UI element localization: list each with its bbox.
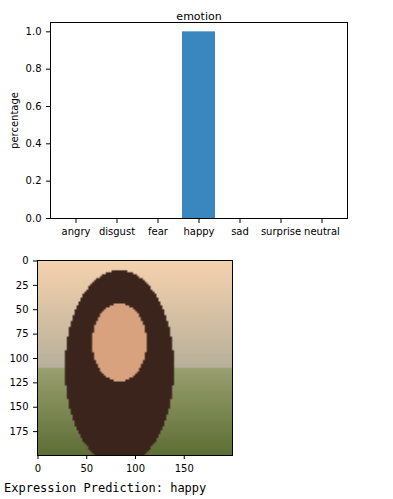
svg-text:emotion: emotion: [176, 10, 221, 23]
svg-text:percentage: percentage: [9, 92, 20, 149]
svg-text:fear: fear: [148, 226, 169, 237]
svg-text:75: 75: [16, 328, 29, 339]
svg-text:happy: happy: [183, 226, 214, 237]
svg-text:0.6: 0.6: [26, 101, 42, 112]
svg-text:0.0: 0.0: [26, 213, 42, 224]
svg-text:50: 50: [80, 463, 93, 474]
svg-text:0.2: 0.2: [26, 175, 42, 186]
svg-text:0: 0: [35, 463, 41, 474]
svg-text:neutral: neutral: [304, 226, 340, 237]
svg-text:150: 150: [9, 401, 28, 412]
svg-text:sad: sad: [231, 226, 249, 237]
svg-text:surprise: surprise: [261, 226, 301, 237]
svg-text:0.4: 0.4: [26, 138, 42, 149]
svg-text:175: 175: [9, 426, 28, 437]
svg-text:1.0: 1.0: [26, 26, 42, 37]
svg-text:25: 25: [16, 280, 29, 291]
html-text:Expression Prediction: happy: Expression Prediction: happy: [4, 481, 207, 495]
svg-text:50: 50: [16, 304, 29, 315]
svg-text:0.8: 0.8: [26, 63, 42, 74]
svg-text:0: 0: [22, 255, 28, 266]
svg-text:disgust: disgust: [99, 226, 135, 237]
svg-text:150: 150: [175, 463, 194, 474]
svg-text:100: 100: [9, 353, 28, 364]
svg-text:125: 125: [9, 377, 28, 388]
svg-text:angry: angry: [62, 226, 91, 237]
svg-text:100: 100: [126, 463, 145, 474]
